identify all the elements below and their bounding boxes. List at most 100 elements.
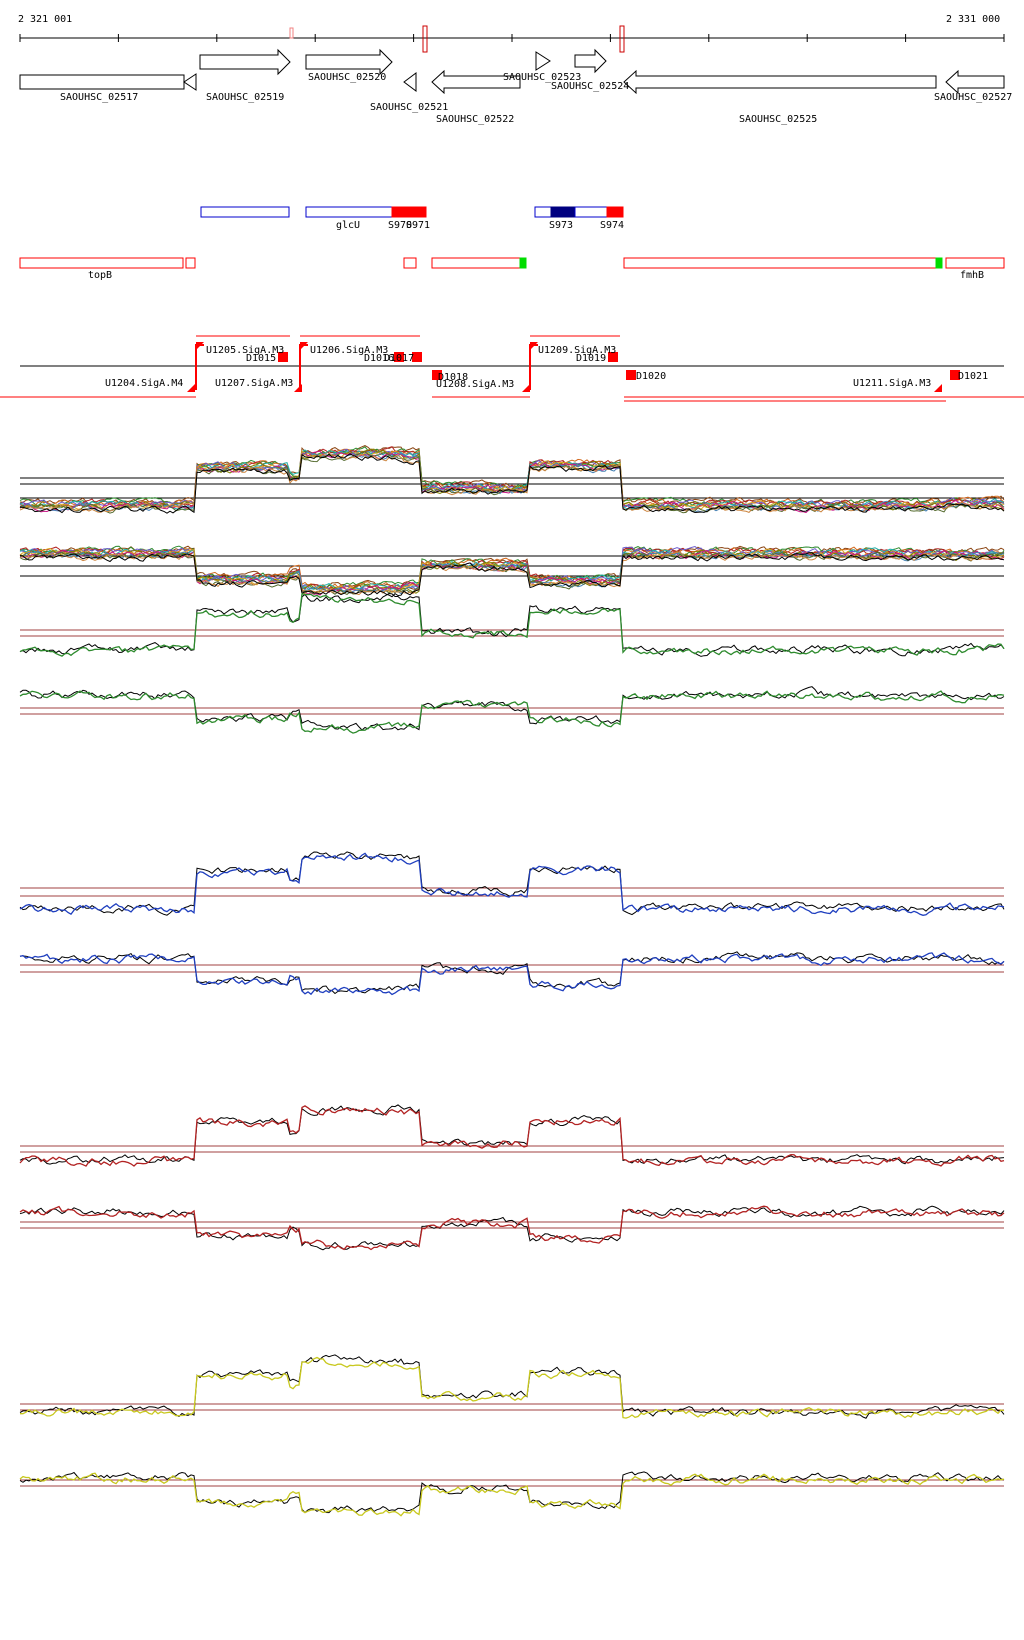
promoter-label: D1020 (636, 371, 666, 382)
series-line (19, 448, 1005, 511)
feature-label: glcU (336, 220, 360, 231)
feature-box[interactable] (574, 206, 608, 218)
promoter-label: U1209.SigA.M3 (538, 345, 616, 356)
promoter-label: D1017 (384, 353, 414, 364)
feature-box[interactable] (391, 206, 427, 218)
feature-marker (519, 257, 527, 269)
gene-arrow[interactable] (574, 48, 607, 74)
promoter-label: U1211.SigA.M3 (853, 378, 931, 389)
ruler-marker (289, 27, 294, 39)
promoter-marker[interactable] (934, 384, 942, 392)
promoter-marker[interactable] (300, 342, 308, 350)
gene-label: SAOUHSC_02524 (551, 81, 629, 92)
gene-arrow[interactable] (623, 69, 937, 95)
gene-track (19, 48, 1005, 95)
gene-arrow[interactable] (305, 48, 393, 76)
feature-box[interactable] (403, 257, 417, 269)
series-line (19, 686, 1005, 731)
feature-label: S970 (388, 220, 412, 231)
gene-arrow[interactable] (431, 69, 521, 95)
promoter-label: U1208.SigA.M3 (436, 379, 514, 390)
series-line (19, 552, 1005, 598)
ruler-marker (422, 25, 428, 53)
series-line (19, 448, 1005, 509)
feature-label: S971 (406, 220, 430, 231)
feature-label: S974 (600, 220, 624, 231)
promoter-label: D1015 (246, 353, 276, 364)
series-line (19, 852, 1005, 916)
series-line (19, 445, 1005, 507)
ruler-marker (619, 25, 625, 53)
red-feature-track (19, 257, 1005, 269)
promoter-label: U1205.SigA.M3 (206, 345, 284, 356)
series-line (20, 1356, 1005, 1419)
promoter-marker[interactable] (187, 384, 195, 392)
promoter-arrow[interactable] (529, 344, 538, 390)
series-line (19, 453, 1005, 514)
gene-label: SAOUHSC_02523 (503, 72, 581, 83)
feature-box[interactable] (19, 257, 184, 269)
feature-box[interactable] (623, 257, 937, 269)
series-line (19, 851, 1005, 916)
gene-arrow[interactable] (535, 51, 551, 71)
feature-box[interactable] (550, 206, 576, 218)
promoter-marker[interactable] (294, 384, 302, 392)
gene-arrow[interactable] (945, 69, 1005, 95)
gene-arrow[interactable] (183, 73, 197, 91)
terminator-block[interactable] (608, 352, 618, 362)
feature-box[interactable] (945, 257, 1005, 269)
series-line (19, 446, 1005, 510)
series-line (19, 546, 1005, 589)
promoter-track: U1204.SigA.M4 U1205.SigA.M3 D1015 U1206.… (0, 335, 1024, 402)
ruler-end-label: 2 331 000 (946, 14, 1000, 25)
feature-label: topB (88, 270, 112, 281)
series-line (19, 549, 1005, 596)
series-line (19, 1354, 1005, 1419)
promoter-label: U1204.SigA.M4 (105, 378, 183, 389)
promoter-marker[interactable] (530, 342, 538, 350)
coordinate-ruler: 2 321 001 2 331 000 (18, 14, 1005, 53)
series-line (19, 1104, 1005, 1165)
gene-label: SAOUHSC_02521 (370, 102, 448, 113)
promoter-arrow[interactable] (195, 344, 204, 390)
promoter-marker[interactable] (196, 342, 204, 350)
feature-box[interactable] (606, 206, 624, 218)
series-line (19, 1205, 1005, 1251)
series-line (19, 1205, 1005, 1251)
promoter-label: D1019 (576, 353, 606, 364)
promoter-arrow[interactable] (299, 344, 308, 390)
series-line (19, 690, 1005, 734)
feature-box[interactable] (200, 206, 290, 218)
gene-label: SAOUHSC_02525 (739, 114, 817, 125)
promoter-label: D1016 (364, 353, 394, 364)
terminator-block[interactable] (432, 370, 442, 380)
gene-label: SAOUHSC_02527 (934, 92, 1012, 103)
feature-box[interactable] (305, 206, 393, 218)
gene-arrow[interactable] (403, 72, 417, 92)
ruler-start-label: 2 321 001 (18, 14, 72, 25)
promoter-label: D1021 (958, 371, 988, 382)
series-line (19, 952, 1005, 996)
gene-label: SAOUHSC_02520 (308, 72, 386, 83)
series-line (19, 1105, 1005, 1167)
series-line (19, 549, 1005, 595)
promoter-label: D1018 (438, 372, 468, 383)
gene-arrow[interactable] (199, 48, 291, 76)
series-line (19, 1472, 1005, 1517)
gene-label: SAOUHSC_02517 (60, 92, 138, 103)
terminator-block[interactable] (394, 352, 404, 362)
terminator-block[interactable] (950, 370, 960, 380)
terminator-block[interactable] (412, 352, 422, 362)
feature-box[interactable] (185, 257, 196, 269)
ruler-ticks (19, 34, 1005, 42)
terminator-block[interactable] (278, 352, 288, 362)
terminator-block[interactable] (626, 370, 636, 380)
series-line (19, 1471, 1005, 1514)
gene-arrow[interactable] (19, 74, 185, 90)
feature-box[interactable] (431, 257, 521, 269)
gene-label: SAOUHSC_02519 (206, 92, 284, 103)
series-line (19, 592, 1005, 657)
promoter-marker[interactable] (522, 384, 530, 392)
feature-box[interactable] (534, 206, 552, 218)
